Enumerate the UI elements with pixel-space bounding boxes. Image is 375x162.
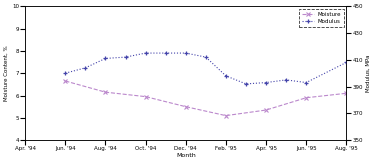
Moisture — [224, 115, 228, 117]
Moisture — [143, 96, 148, 98]
Moisture — [103, 91, 108, 93]
Line: Modulus: Modulus — [63, 51, 349, 86]
Modulus — [143, 52, 148, 54]
Modulus — [264, 82, 268, 84]
Moisture — [304, 97, 308, 99]
Modulus — [123, 56, 128, 58]
Modulus — [304, 82, 308, 84]
Modulus — [204, 56, 208, 58]
X-axis label: Month: Month — [176, 153, 196, 158]
Line: Moisture: Moisture — [63, 79, 348, 118]
Modulus — [284, 79, 288, 81]
Modulus — [344, 62, 348, 64]
Modulus — [103, 58, 108, 59]
Moisture — [344, 92, 348, 94]
Modulus — [63, 72, 68, 74]
Moisture — [63, 80, 68, 82]
Moisture — [264, 109, 268, 111]
Modulus — [164, 52, 168, 54]
Y-axis label: Modulus, MPa: Modulus, MPa — [366, 54, 371, 92]
Legend: Moisture, Modulus: Moisture, Modulus — [300, 9, 344, 27]
Y-axis label: Moisture Content, %: Moisture Content, % — [4, 45, 9, 101]
Moisture — [183, 106, 188, 108]
Modulus — [83, 67, 88, 69]
Modulus — [224, 75, 228, 77]
Modulus — [244, 83, 248, 85]
Modulus — [183, 52, 188, 54]
